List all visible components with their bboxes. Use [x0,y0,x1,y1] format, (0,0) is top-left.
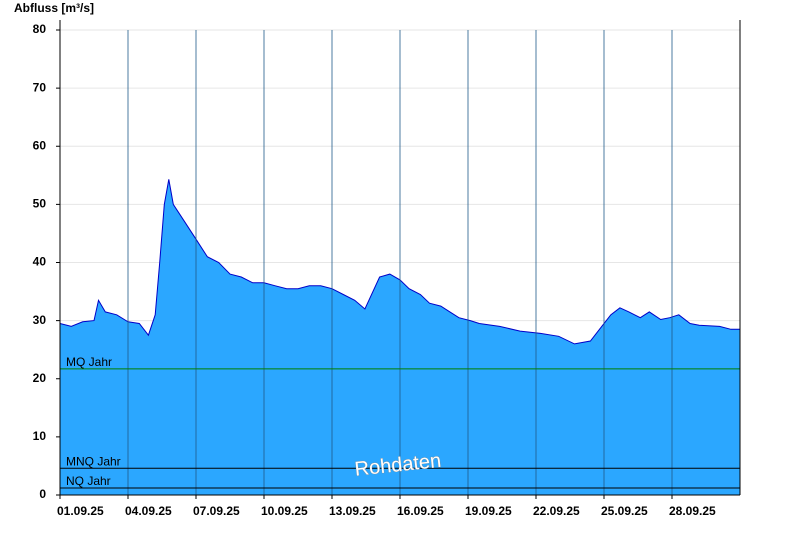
reference-label: NQ Jahr [66,474,111,488]
y-tick-label: 10 [33,429,47,443]
y-tick-label: 70 [33,80,47,94]
x-tick-label: 16.09.25 [397,504,444,518]
y-tick-label: 40 [33,255,47,269]
y-tick-label: 30 [33,313,47,327]
x-tick-label: 25.09.25 [601,504,648,518]
y-axis-label: Abfluss [m³/s] [14,1,94,15]
y-tick-label: 60 [33,138,47,152]
reference-label: MNQ Jahr [66,454,121,468]
x-tick-label: 28.09.25 [669,504,716,518]
x-tick-label: 19.09.25 [465,504,512,518]
x-tick-label: 04.09.25 [125,504,172,518]
x-tick-label: 07.09.25 [193,504,240,518]
x-tick-label: 13.09.25 [329,504,376,518]
reference-label: MQ Jahr [66,355,112,369]
x-tick-label: 10.09.25 [261,504,308,518]
y-tick-label: 20 [33,371,47,385]
y-tick-label: 80 [33,22,47,36]
area-line [59,179,740,345]
x-tick-label: 22.09.25 [533,504,580,518]
x-tick-label: 01.09.25 [57,504,104,518]
y-tick-label: 0 [39,487,46,501]
y-tick-label: 50 [33,197,47,211]
